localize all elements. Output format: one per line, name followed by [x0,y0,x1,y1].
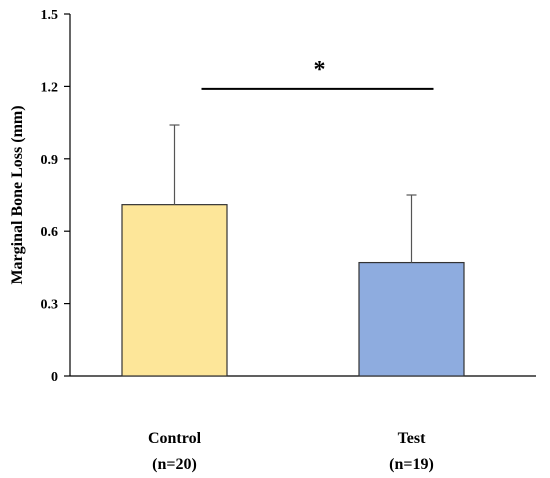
y-tick-label: 0 [51,370,58,385]
y-axis-label: Marginal Bone Loss (mm) [9,105,26,284]
significance-asterisk: * [314,57,326,83]
bar-control [121,204,228,377]
category-label: Test [398,430,427,447]
bar-test [358,261,465,377]
significance-marker: * [201,57,434,90]
error-bars [169,124,417,263]
category-n-label: (n=19) [389,456,434,473]
bars [121,204,465,377]
y-tick-label: 0.3 [41,298,59,313]
category-label: Control [148,430,202,447]
y-tick-label: 1.5 [41,8,59,23]
category-labels: Control (n=20) Test (n=19) [148,430,434,473]
y-tick-label: 0.6 [41,225,59,240]
category-n-label: (n=20) [152,456,197,473]
y-ticks: 0 0.3 0.6 0.9 1.2 1.5 [41,8,70,385]
y-tick-label: 1.2 [41,80,59,95]
y-tick-label: 0.9 [41,153,59,168]
